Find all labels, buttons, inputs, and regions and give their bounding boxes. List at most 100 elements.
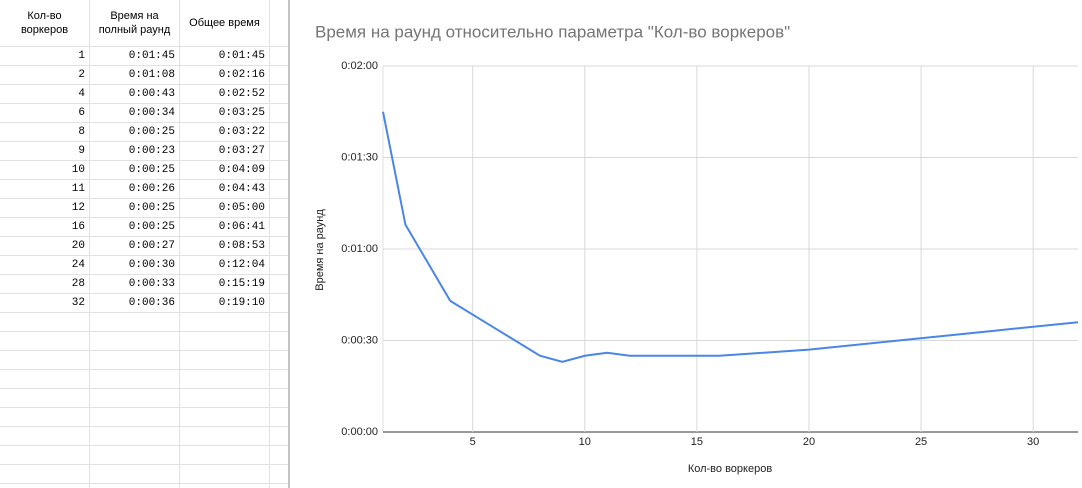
cell[interactable]: 16 bbox=[0, 218, 90, 236]
cell[interactable]: 32 bbox=[0, 294, 90, 312]
cell[interactable] bbox=[90, 408, 180, 426]
cell[interactable]: 0:00:36 bbox=[90, 294, 180, 312]
cell[interactable]: 0:00:26 bbox=[90, 180, 180, 198]
cell[interactable]: 0:15:19 bbox=[180, 275, 270, 293]
cell[interactable]: 0:00:25 bbox=[90, 123, 180, 141]
cell[interactable] bbox=[180, 370, 270, 388]
cell[interactable]: 0:08:53 bbox=[180, 237, 270, 255]
cell[interactable]: 0:04:43 bbox=[180, 180, 270, 198]
cell[interactable]: 0:03:27 bbox=[180, 142, 270, 160]
header-cell[interactable]: Кол-во воркеров bbox=[0, 0, 90, 46]
cell[interactable] bbox=[180, 351, 270, 369]
cell[interactable]: 24 bbox=[0, 256, 90, 274]
cell[interactable] bbox=[90, 446, 180, 464]
chart-title: Время на раунд относительно параметра "К… bbox=[315, 22, 790, 41]
cell[interactable] bbox=[90, 351, 180, 369]
cell[interactable] bbox=[180, 446, 270, 464]
y-tick-label: 0:00:30 bbox=[341, 334, 378, 346]
table-row: 8 0:00:25 0:03:22 bbox=[0, 123, 288, 142]
chart: Время на раунд относительно параметра "К… bbox=[314, 22, 1079, 475]
cell[interactable]: 4 bbox=[0, 85, 90, 103]
table-row: 24 0:00:30 0:12:04 bbox=[0, 256, 288, 275]
cell[interactable] bbox=[0, 313, 90, 331]
cell[interactable]: 0:00:34 bbox=[90, 104, 180, 122]
table-row: 1 0:01:45 0:01:45 bbox=[0, 47, 288, 66]
cell[interactable] bbox=[0, 389, 90, 407]
cell[interactable]: 0:00:25 bbox=[90, 199, 180, 217]
x-tick-label: 25 bbox=[915, 436, 927, 448]
table-row: 4 0:00:43 0:02:52 bbox=[0, 85, 288, 104]
empty-row bbox=[0, 427, 288, 446]
cell[interactable]: 20 bbox=[0, 237, 90, 255]
cell[interactable] bbox=[90, 427, 180, 445]
y-tick-label: 0:00:00 bbox=[341, 426, 378, 438]
cell[interactable]: 0:00:30 bbox=[90, 256, 180, 274]
header-cell[interactable]: Время на полный раунд bbox=[90, 0, 180, 46]
cell[interactable]: 0:12:04 bbox=[180, 256, 270, 274]
cell[interactable] bbox=[90, 313, 180, 331]
cell[interactable] bbox=[0, 484, 90, 488]
header-cell[interactable]: Общее время bbox=[180, 0, 270, 46]
cell[interactable] bbox=[90, 484, 180, 488]
cell[interactable] bbox=[180, 313, 270, 331]
cell[interactable]: 0:00:27 bbox=[90, 237, 180, 255]
x-tick-label: 5 bbox=[470, 436, 476, 448]
cell[interactable] bbox=[180, 332, 270, 350]
empty-row bbox=[0, 332, 288, 351]
cell[interactable]: 11 bbox=[0, 180, 90, 198]
cell[interactable] bbox=[0, 427, 90, 445]
cell[interactable] bbox=[0, 408, 90, 426]
cell[interactable]: 10 bbox=[0, 161, 90, 179]
cell[interactable]: 0:00:43 bbox=[90, 85, 180, 103]
cell[interactable]: 8 bbox=[0, 123, 90, 141]
cell[interactable] bbox=[180, 427, 270, 445]
cell[interactable]: 0:00:33 bbox=[90, 275, 180, 293]
cell[interactable]: 0:00:25 bbox=[90, 161, 180, 179]
cell[interactable] bbox=[180, 484, 270, 488]
cell[interactable]: 6 bbox=[0, 104, 90, 122]
cell[interactable] bbox=[0, 465, 90, 483]
cell[interactable] bbox=[90, 332, 180, 350]
cell[interactable] bbox=[90, 370, 180, 388]
cell[interactable] bbox=[0, 351, 90, 369]
cell[interactable]: 0:02:52 bbox=[180, 85, 270, 103]
cell[interactable]: 1 bbox=[0, 47, 90, 65]
cell[interactable]: 0:01:45 bbox=[90, 47, 180, 65]
cell[interactable]: 0:01:08 bbox=[90, 66, 180, 84]
cell[interactable] bbox=[90, 389, 180, 407]
table-row: 9 0:00:23 0:03:27 bbox=[0, 142, 288, 161]
cell[interactable]: 0:04:09 bbox=[180, 161, 270, 179]
cell[interactable] bbox=[90, 465, 180, 483]
cell[interactable]: 9 bbox=[0, 142, 90, 160]
cell[interactable] bbox=[0, 332, 90, 350]
cell[interactable] bbox=[0, 370, 90, 388]
table-row: 32 0:00:36 0:19:10 bbox=[0, 294, 288, 313]
cell[interactable]: 0:00:25 bbox=[90, 218, 180, 236]
cell[interactable]: 0:06:41 bbox=[180, 218, 270, 236]
cell[interactable]: 28 bbox=[0, 275, 90, 293]
cell[interactable] bbox=[180, 408, 270, 426]
empty-row bbox=[0, 370, 288, 389]
table-row: 2 0:01:08 0:02:16 bbox=[0, 66, 288, 85]
cell[interactable] bbox=[180, 389, 270, 407]
table-row: 28 0:00:33 0:15:19 bbox=[0, 275, 288, 294]
cell[interactable] bbox=[180, 465, 270, 483]
cell[interactable]: 0:03:22 bbox=[180, 123, 270, 141]
cell[interactable]: 0:02:16 bbox=[180, 66, 270, 84]
cell[interactable]: 0:01:45 bbox=[180, 47, 270, 65]
cell[interactable] bbox=[0, 446, 90, 464]
table-row: 10 0:00:25 0:04:09 bbox=[0, 161, 288, 180]
cell[interactable]: 0:05:00 bbox=[180, 199, 270, 217]
empty-row bbox=[0, 446, 288, 465]
cell[interactable]: 0:00:23 bbox=[90, 142, 180, 160]
cell[interactable]: 2 bbox=[0, 66, 90, 84]
cell[interactable]: 0:03:25 bbox=[180, 104, 270, 122]
empty-row bbox=[0, 484, 288, 488]
x-axis-label: Кол-во воркеров bbox=[688, 463, 773, 475]
x-tick-label: 10 bbox=[579, 436, 591, 448]
data-line bbox=[382, 111, 1079, 363]
cell[interactable]: 0:19:10 bbox=[180, 294, 270, 312]
cell[interactable]: 12 bbox=[0, 199, 90, 217]
table-row: 12 0:00:25 0:05:00 bbox=[0, 199, 288, 218]
empty-row bbox=[0, 465, 288, 484]
